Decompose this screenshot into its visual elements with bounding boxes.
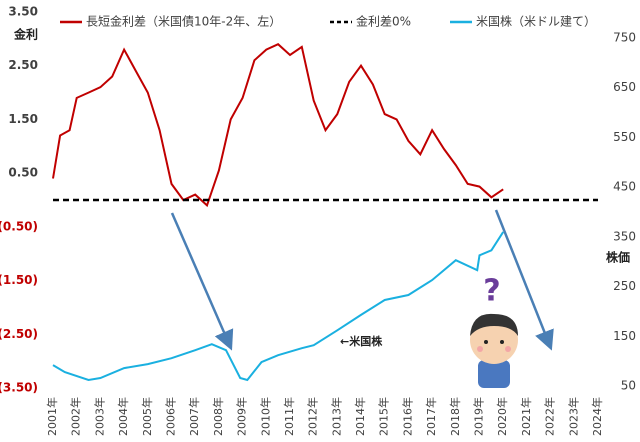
y2-tick-label: 150 [613,329,636,343]
y2-tick-label: 650 [613,80,636,94]
x-tick-label: 2013年 [329,397,343,436]
y-axis-title: 金利 [13,27,38,42]
svg-text:?: ? [483,274,500,309]
x-tick-label: 2023年 [566,397,580,436]
y-tick-label: 2.50 [8,58,38,72]
x-tick-label: 2005年 [140,397,154,436]
x-tick-label: 2006年 [163,397,177,436]
x-tick-label: 2021年 [519,397,533,436]
y-tick-label: 3.50 [8,5,38,19]
y2-tick-label: 750 [613,31,636,45]
x-tick-label: 2001年 [45,397,59,436]
series-line [52,43,504,208]
x-tick-label: 2007年 [187,397,201,436]
y2-tick-label: 250 [613,279,636,293]
y2-axis-title: 株価 [606,250,630,265]
arrow [170,212,234,351]
annotation: ←米国株 [340,334,383,348]
y2-tick-label: 550 [613,130,636,144]
x-tick-label: 2024年 [590,397,604,436]
x-tick-label: 2010年 [258,397,272,436]
x-tick-label: 2014年 [353,397,367,436]
person-icon: ? [470,274,518,388]
y2-tick-label: 350 [613,229,636,243]
y-tick-label: (1.50) [0,273,38,287]
x-tick-label: 2012年 [306,397,320,436]
x-tick-label: 2003年 [92,397,106,436]
x-tick-label: 2015年 [377,397,391,436]
y-tick-label: (0.50) [0,219,38,233]
y2-tick-label: 50 [621,379,636,393]
x-tick-label: 2017年 [424,397,438,436]
x-tick-label: 2011年 [282,397,296,436]
y-tick-label: 1.50 [8,112,38,126]
arrow [494,209,554,351]
y-tick-label: 0.50 [8,166,38,180]
y-tick-label: (2.50) [0,327,38,341]
x-tick-label: 2008年 [211,397,225,436]
x-tick-label: 2016年 [400,397,414,436]
x-tick-label: 2002年 [69,397,83,436]
x-tick-label: 2009年 [235,397,249,436]
legend-label: 米国株（米ドル建て） [476,14,596,29]
y2-tick-label: 450 [613,180,636,194]
x-tick-label: 2020年 [495,397,509,436]
y-tick-label: (3.50) [0,381,38,395]
x-tick-label: 2019年 [472,397,486,436]
legend-label: 長短金利差（米国債10年-2年、左） [86,14,281,29]
x-tick-label: 2022年 [543,397,557,436]
x-tick-label: 2018年 [448,397,462,436]
x-tick-label: 2004年 [116,397,130,436]
legend-label: 金利差0% [356,14,411,29]
series-line [52,231,505,382]
